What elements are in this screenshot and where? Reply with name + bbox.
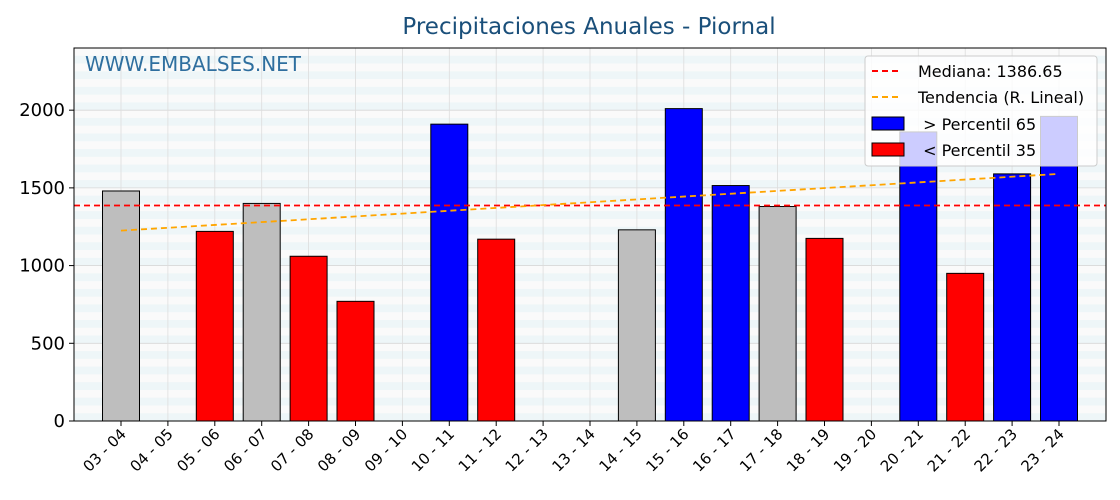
chart-title: Precipitaciones Anuales - Piornal	[402, 14, 775, 40]
bar-08-09	[336, 300, 375, 422]
x-tick-label: 08 - 09	[314, 425, 364, 475]
legend-low-label: < Percentil 35	[918, 141, 1036, 160]
watermark: WWW.EMBALSES.NET	[85, 52, 302, 76]
bar-10-11	[430, 123, 469, 422]
bar-11-12	[477, 238, 516, 422]
x-tick-label: 15 - 16	[642, 425, 692, 475]
y-tick-label: 500	[31, 333, 65, 354]
bar-07-08	[289, 255, 328, 422]
x-tick-label: 13 - 14	[549, 425, 599, 475]
x-tick-label: 20 - 21	[877, 425, 927, 475]
legend: Mediana: 1386.65 Tendencia (R. Lineal) >…	[864, 55, 1098, 167]
trend-line	[120, 172, 1060, 232]
bar-16-17	[711, 185, 750, 422]
bar-05-06	[195, 230, 234, 422]
x-tick-label: 11 - 12	[455, 425, 505, 475]
x-tick-label: 10 - 11	[408, 425, 458, 475]
y-tick-label: 0	[54, 411, 65, 432]
bar-06-07	[242, 202, 281, 422]
x-tick-label: 03 - 04	[80, 425, 130, 475]
x-tick-label: 06 - 07	[220, 425, 270, 475]
bar-20-21	[899, 131, 938, 422]
x-tick-label: 09 - 10	[361, 425, 411, 475]
bar-14-15	[617, 229, 656, 422]
x-tick-label: 18 - 19	[783, 425, 833, 475]
x-tick-label: 23 - 24	[1018, 425, 1068, 475]
y-tick-label: 1500	[19, 178, 65, 199]
x-tick-label: 14 - 15	[595, 425, 645, 475]
bars-group	[102, 108, 1078, 422]
x-tick-label: 21 - 22	[924, 425, 974, 475]
y-axis: 0 500 1000 1500 2000	[19, 100, 74, 432]
x-tick-label: 12 - 13	[502, 425, 552, 475]
x-tick-label: 07 - 08	[267, 425, 317, 475]
legend-high-swatch	[871, 116, 905, 131]
legend-low-swatch	[871, 142, 905, 157]
x-tick-label: 17 - 18	[736, 425, 786, 475]
x-tick-label: 22 - 23	[971, 425, 1021, 475]
bar-03-04	[102, 190, 140, 422]
x-tick-label: 16 - 17	[689, 425, 739, 475]
legend-box	[864, 55, 1098, 167]
legend-trend-label: Tendencia (R. Lineal)	[917, 88, 1084, 107]
reference-lines	[74, 172, 1106, 232]
x-tick-label: 19 - 20	[830, 425, 880, 475]
bar-21-22	[946, 272, 985, 422]
y-tick-label: 2000	[19, 100, 65, 121]
x-tick-label: 05 - 06	[173, 425, 223, 475]
bar-23-24	[1040, 115, 1078, 422]
x-tick-label: 04 - 05	[126, 425, 176, 475]
bar-18-19	[805, 237, 844, 422]
bar-15-16	[664, 108, 703, 422]
legend-high-label: > Percentil 65	[918, 115, 1036, 134]
y-tick-label: 1000	[19, 256, 65, 277]
bar-22-23	[993, 173, 1032, 422]
bar-17-18	[758, 206, 797, 422]
legend-median-label: Mediana: 1386.65	[918, 62, 1063, 81]
